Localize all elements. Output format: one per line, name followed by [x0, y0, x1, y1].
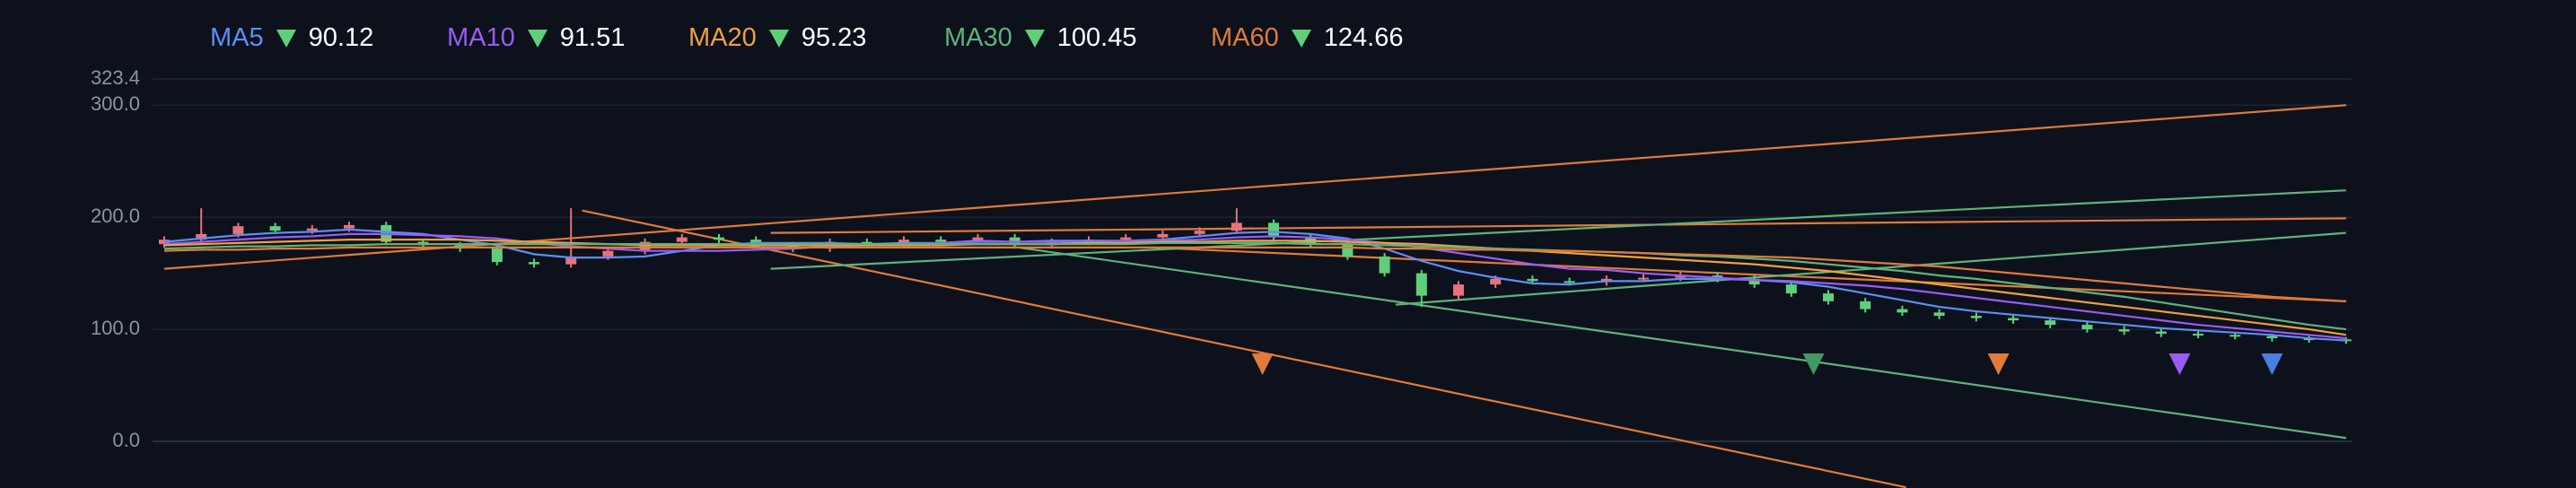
signal-marker — [1251, 353, 1274, 375]
candle-body — [1453, 284, 1464, 296]
candle-body — [1415, 273, 1427, 296]
candle-body — [1638, 277, 1649, 280]
candle-body — [306, 228, 318, 231]
legend-name: MA20 — [688, 23, 757, 52]
ma-line — [163, 239, 2346, 336]
candle-body — [1231, 222, 1242, 231]
legend-value: 124.66 — [1323, 23, 1404, 52]
signal-marker — [2169, 353, 2191, 375]
candle-body — [602, 250, 614, 257]
candle-body — [1157, 233, 1169, 238]
candle-body — [972, 237, 984, 242]
candle-body — [269, 226, 281, 231]
candle-body — [1823, 293, 1834, 301]
candle-body — [1379, 256, 1390, 274]
signal-marker — [2261, 353, 2283, 375]
candle-body — [714, 237, 724, 240]
y-tick-label: 0.0 — [112, 429, 140, 451]
candle-body — [2266, 336, 2278, 339]
candle-body — [1970, 316, 1982, 318]
trend-line — [770, 189, 2346, 270]
legend-value: 95.23 — [801, 23, 867, 52]
candle-body — [1490, 278, 1502, 285]
candle-body — [1564, 281, 1575, 283]
candle-body — [1933, 312, 1945, 317]
ma-line — [163, 241, 2346, 331]
legend-item[interactable]: MA30 100.45 — [944, 23, 1136, 53]
legend-value: 90.12 — [308, 23, 374, 52]
trend-line — [770, 217, 2346, 234]
y-tick-label: 323.4 — [91, 66, 140, 89]
candle-body — [196, 233, 207, 240]
candle-body — [529, 262, 539, 265]
candle-body — [1120, 237, 1132, 240]
candle-body — [861, 241, 872, 245]
candle-body — [2118, 329, 2130, 332]
signal-marker — [1987, 353, 2010, 375]
candle-body — [565, 256, 577, 265]
candle-body — [2081, 325, 2093, 330]
y-tick-label: 200.0 — [91, 205, 140, 227]
candle-body — [1527, 278, 1538, 282]
down-arrow — [527, 29, 548, 48]
candle-body — [1860, 301, 1871, 309]
candle-body — [1268, 222, 1279, 238]
candle-body — [1675, 275, 1687, 278]
candle-body — [639, 241, 651, 251]
legend-item[interactable]: MA5 90.12 — [210, 23, 373, 53]
legend-value: 100.45 — [1056, 23, 1137, 52]
candle-body — [2230, 335, 2241, 337]
candle-body — [344, 224, 355, 229]
down-arrow — [1291, 29, 1311, 48]
trend-line — [1018, 246, 2346, 440]
candle-body — [935, 240, 947, 242]
legend-item[interactable]: MA60 124.66 — [1211, 23, 1403, 53]
y-tick-label: 100.0 — [91, 317, 140, 339]
candle-body — [1194, 231, 1205, 234]
candle-body — [1785, 284, 1797, 294]
legend-item[interactable]: MA20 95.23 — [688, 23, 866, 53]
candle-body — [2155, 331, 2167, 335]
candle-body — [1342, 244, 1354, 257]
y-tick-label: 300.0 — [91, 92, 140, 115]
legend-name: MA30 — [944, 23, 1012, 52]
down-arrow — [276, 29, 296, 48]
legend-value: 91.51 — [559, 23, 626, 52]
ma-line — [163, 228, 2346, 342]
down-arrow — [768, 29, 789, 48]
ma-line — [163, 246, 2346, 302]
candle-body — [232, 226, 244, 234]
candle-body — [2193, 334, 2204, 336]
legend-name: MA60 — [1211, 23, 1279, 52]
candle-body — [491, 248, 503, 263]
candle-body — [898, 240, 909, 245]
trend-line — [582, 209, 1906, 488]
candle-body — [2008, 318, 2019, 321]
candle-body — [159, 240, 170, 245]
legend-name: MA5 — [210, 23, 264, 52]
down-arrow — [1024, 29, 1045, 48]
signal-marker — [1802, 353, 1825, 375]
candle-body — [1748, 278, 1760, 285]
legend-item[interactable]: MA10 91.51 — [447, 23, 625, 53]
candle-body — [676, 237, 688, 242]
candle-body — [1897, 309, 1908, 313]
candle-body — [2045, 320, 2056, 326]
legend-name: MA10 — [447, 23, 515, 52]
